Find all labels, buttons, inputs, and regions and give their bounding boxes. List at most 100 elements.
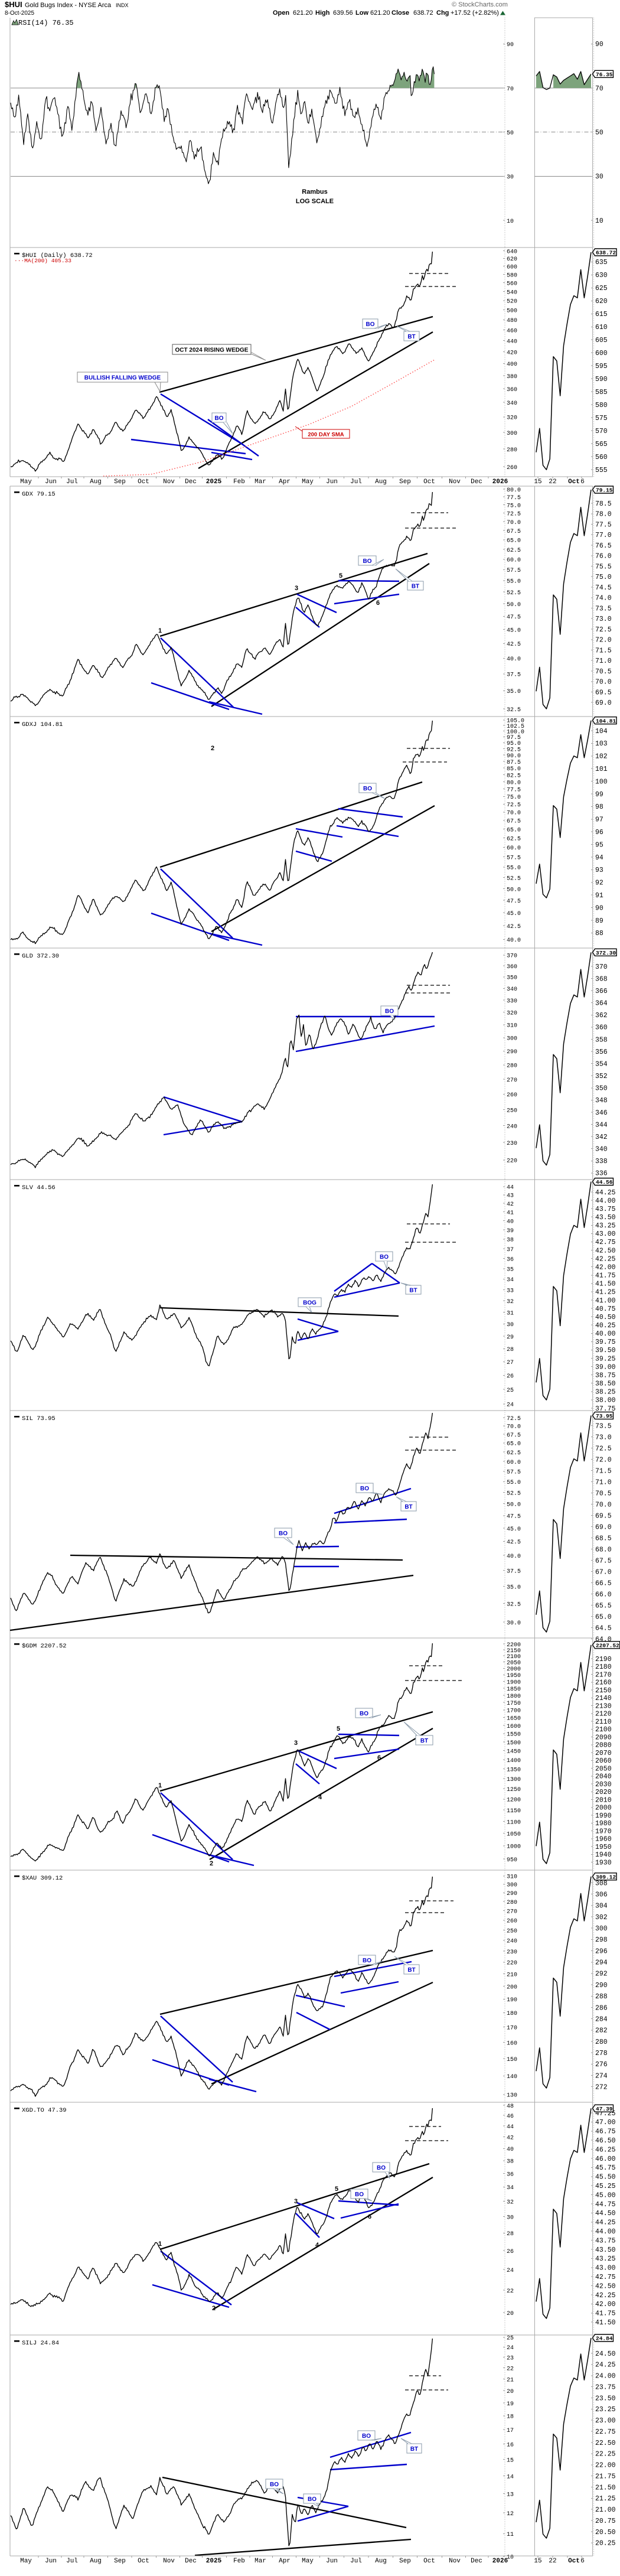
svg-text:47.39: 47.39 [596,2106,613,2112]
svg-text:230: 230 [507,1949,517,1956]
svg-text:42.25: 42.25 [595,2292,616,2300]
svg-text:39.00: 39.00 [595,1363,616,1371]
svg-text:6: 6 [580,478,585,486]
svg-text:45.75: 45.75 [595,2164,616,2172]
svg-text:310: 310 [507,1023,517,1030]
svg-text:38: 38 [507,1237,514,1244]
svg-text:348: 348 [595,1097,608,1105]
svg-text:44.56: 44.56 [596,1179,613,1186]
svg-text:90: 90 [507,42,514,48]
svg-text:25: 25 [507,2336,514,2342]
svg-text:92: 92 [595,880,603,887]
svg-text:SLV 44.56: SLV 44.56 [22,1184,56,1191]
svg-text:95.0: 95.0 [507,741,521,747]
svg-text:Aug: Aug [375,478,387,486]
svg-text:34: 34 [507,1277,514,1284]
svg-text:300: 300 [507,1883,517,1889]
svg-text:274: 274 [595,2072,608,2080]
svg-text:346: 346 [595,1109,608,1117]
svg-text:2207.52: 2207.52 [596,1642,619,1649]
svg-text:170: 170 [507,2025,517,2032]
svg-text:20.50: 20.50 [595,2529,616,2536]
svg-text:68.0: 68.0 [595,1546,612,1554]
svg-text:70.0: 70.0 [595,1501,612,1509]
svg-text:60.0: 60.0 [507,845,521,852]
svg-text:Nov: Nov [163,2558,175,2565]
svg-text:47.00: 47.00 [595,2119,616,2126]
svg-text:15: 15 [534,2558,541,2565]
svg-text:44.25: 44.25 [595,2219,616,2227]
svg-text:40.0: 40.0 [507,1554,521,1560]
svg-text:520: 520 [507,299,517,305]
svg-text:540: 540 [507,289,517,296]
svg-text:1250: 1250 [507,1787,521,1793]
svg-text:565: 565 [595,441,608,448]
svg-text:BOG: BOG [303,1300,316,1306]
svg-text:308: 308 [595,1880,608,1887]
svg-text:36: 36 [507,2171,514,2178]
svg-text:605: 605 [595,337,608,344]
svg-text:72.5: 72.5 [507,1416,521,1422]
svg-text:22.50: 22.50 [595,2440,616,2447]
svg-text:73.0: 73.0 [595,615,612,623]
svg-text:1930: 1930 [595,1859,612,1867]
svg-text:630: 630 [595,272,608,279]
svg-text:43.25: 43.25 [595,2255,616,2263]
svg-text:SIL 73.95: SIL 73.95 [22,1415,56,1422]
svg-text:66.0: 66.0 [595,1591,612,1598]
svg-text:95: 95 [595,841,603,849]
svg-text:41: 41 [507,1210,514,1217]
svg-text:600: 600 [595,350,608,357]
svg-text:Mar: Mar [254,478,266,486]
svg-text:595: 595 [595,363,608,370]
svg-text:280: 280 [507,1063,517,1070]
svg-text:440: 440 [507,338,517,345]
svg-text:22.00: 22.00 [595,2462,616,2470]
svg-text:Feb: Feb [233,478,245,486]
svg-text:55.0: 55.0 [507,579,521,585]
svg-text:2: 2 [211,745,214,752]
svg-text:Oct: Oct [138,2558,149,2565]
svg-text:42: 42 [507,1201,514,1208]
svg-text:302: 302 [595,1914,608,1922]
svg-text:44: 44 [507,2124,514,2131]
svg-text:24.50: 24.50 [595,2350,616,2358]
svg-text:Sep: Sep [399,478,411,486]
svg-text:BT: BT [407,334,415,340]
svg-text:30: 30 [507,2214,514,2221]
svg-text:21.75: 21.75 [595,2473,616,2480]
svg-text:46.00: 46.00 [595,2155,616,2163]
svg-text:76.5: 76.5 [595,542,612,550]
svg-text:20.25: 20.25 [595,2540,616,2548]
svg-text:44.00: 44.00 [595,1197,616,1205]
svg-text:$HUI: $HUI [5,0,22,9]
svg-text:70.5: 70.5 [595,668,612,676]
svg-text:1950: 1950 [595,1844,612,1851]
svg-text:78.0: 78.0 [595,511,612,519]
svg-text:10: 10 [507,219,514,225]
svg-text:47.5: 47.5 [507,1514,521,1520]
svg-text:XGD.TO 47.39: XGD.TO 47.39 [22,2107,67,2114]
svg-text:2100: 2100 [595,1726,612,1734]
svg-text:150: 150 [507,2057,517,2063]
svg-text:102: 102 [595,753,608,761]
svg-text:90.0: 90.0 [507,753,521,760]
svg-text:24.00: 24.00 [595,2373,616,2380]
svg-text:94: 94 [595,854,603,862]
svg-text:2000: 2000 [507,1666,521,1673]
svg-text:600: 600 [507,265,517,271]
svg-text:350: 350 [507,975,517,982]
svg-text:639.56: 639.56 [333,9,353,17]
svg-text:240: 240 [507,1124,517,1131]
svg-text:50.0: 50.0 [507,1502,521,1509]
svg-text:286: 286 [595,2004,608,2012]
svg-text:Chg: Chg [436,9,449,17]
svg-text:65.0: 65.0 [507,1441,521,1448]
svg-text:43.50: 43.50 [595,1214,616,1222]
svg-text:Sep: Sep [114,478,126,486]
svg-text:500: 500 [507,308,517,315]
svg-text:200 DAY SMA: 200 DAY SMA [308,432,344,438]
svg-text:17: 17 [507,2428,514,2434]
svg-text:62.5: 62.5 [507,1450,521,1457]
svg-text:71.5: 71.5 [595,1467,612,1475]
